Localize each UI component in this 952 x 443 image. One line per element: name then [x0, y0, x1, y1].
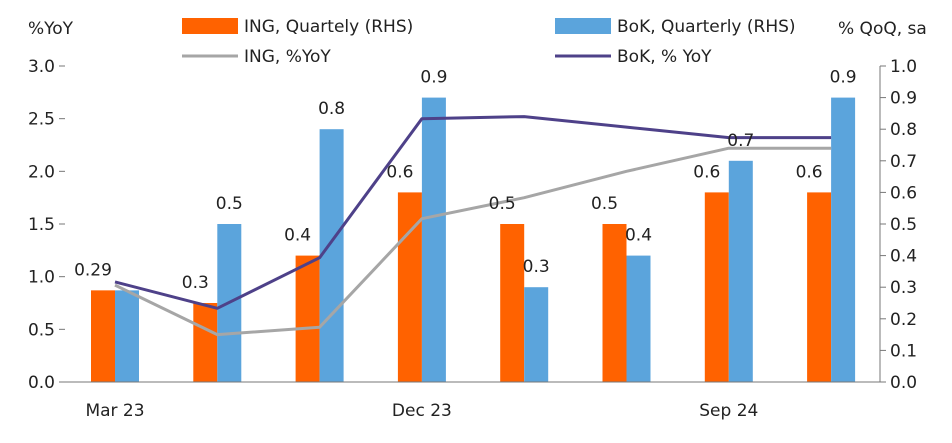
- bar-bok: [319, 129, 344, 382]
- bar-ing: [807, 192, 832, 382]
- x-axis-ticks: Mar 23 Dec 23 Sep 24: [85, 401, 758, 421]
- data-label: 0.4: [625, 226, 652, 246]
- right-axis-ticks: 0.0 0.1 0.2 0.3 0.4 0.5 0.6 0.7 0.8 0.9 1.0: [880, 57, 917, 393]
- bar-bok: [728, 160, 753, 382]
- right-tick-label: 0.4: [890, 247, 917, 267]
- data-label: 0.4: [284, 226, 311, 246]
- left-tick-label: 1.0: [28, 268, 55, 288]
- bar-bok: [421, 97, 446, 382]
- data-label: 0.7: [727, 131, 754, 151]
- bar-bok: [115, 290, 139, 382]
- x-tick-label: Dec 23: [392, 401, 452, 421]
- right-tick-label: 0.1: [890, 341, 917, 361]
- data-label: 0.8: [318, 99, 345, 119]
- left-tick-label: 2.5: [28, 110, 55, 130]
- data-label: 0.6: [796, 162, 823, 182]
- legend-swatch: [555, 18, 611, 34]
- left-axis-ticks: 0.0 0.5 1.0 1.5 2.0 2.5 3.0: [28, 57, 65, 393]
- x-tick-label: Mar 23: [85, 401, 144, 421]
- right-tick-label: 0.9: [890, 89, 917, 109]
- left-tick-label: 1.5: [28, 215, 55, 235]
- data-label: 0.6: [693, 162, 720, 182]
- bok-yoy-line: [114, 115, 832, 310]
- bar-bok: [626, 255, 651, 382]
- x-tick-label: Sep 24: [699, 401, 758, 421]
- data-label: 0.9: [830, 68, 857, 88]
- data-label: 0.6: [386, 162, 413, 182]
- data-label: 0.5: [591, 194, 618, 214]
- legend-label: ING, Quartely (RHS): [244, 17, 413, 37]
- left-axis-title: %YoY: [28, 19, 74, 39]
- right-tick-label: 1.0: [890, 57, 917, 77]
- right-tick-label: 0.3: [890, 278, 917, 298]
- bar-ing: [704, 192, 729, 382]
- legend-label: BoK, Quarterly (RHS): [617, 17, 796, 37]
- left-tick-label: 0.0: [28, 373, 55, 393]
- left-tick-label: 2.0: [28, 162, 55, 182]
- bar-ing: [500, 224, 525, 382]
- data-label: 0.3: [523, 257, 550, 277]
- right-tick-label: 0.2: [890, 310, 917, 330]
- data-label: 0.9: [420, 68, 447, 88]
- right-tick-label: 0.5: [890, 215, 917, 235]
- right-tick-label: 0.0: [890, 373, 917, 393]
- bars: [91, 97, 856, 382]
- bar-labels: 0.29 0.3 0.4 0.6 0.5 0.5 0.6 0.6 0.5 0.8 0.9 0.3 0.4…: [74, 68, 857, 293]
- right-tick-label: 0.6: [890, 183, 917, 203]
- bar-ing: [295, 255, 320, 382]
- bar-ing: [602, 224, 627, 382]
- ing-yoy-line: [114, 146, 832, 337]
- data-label: 0.5: [489, 194, 516, 214]
- data-label: 0.5: [216, 194, 243, 214]
- data-label: 0.29: [74, 260, 112, 280]
- lines: [114, 115, 832, 337]
- bar-ing: [91, 290, 115, 382]
- bar-ing: [193, 303, 218, 382]
- legend-label: ING, %YoY: [244, 47, 331, 67]
- right-axis-title: % QoQ, sa: [838, 19, 927, 39]
- legend-label: BoK, % YoY: [617, 47, 712, 67]
- bar-bok: [524, 287, 549, 382]
- bar-bok: [831, 97, 856, 382]
- legend-swatch: [182, 18, 238, 34]
- left-tick-label: 3.0: [28, 57, 55, 77]
- right-tick-label: 0.7: [890, 152, 917, 172]
- data-label: 0.3: [182, 273, 209, 293]
- legend: ING, Quartely (RHS) BoK, Quarterly (RHS) I…: [182, 17, 796, 67]
- right-tick-label: 0.8: [890, 120, 917, 140]
- left-tick-label: 0.5: [28, 320, 55, 340]
